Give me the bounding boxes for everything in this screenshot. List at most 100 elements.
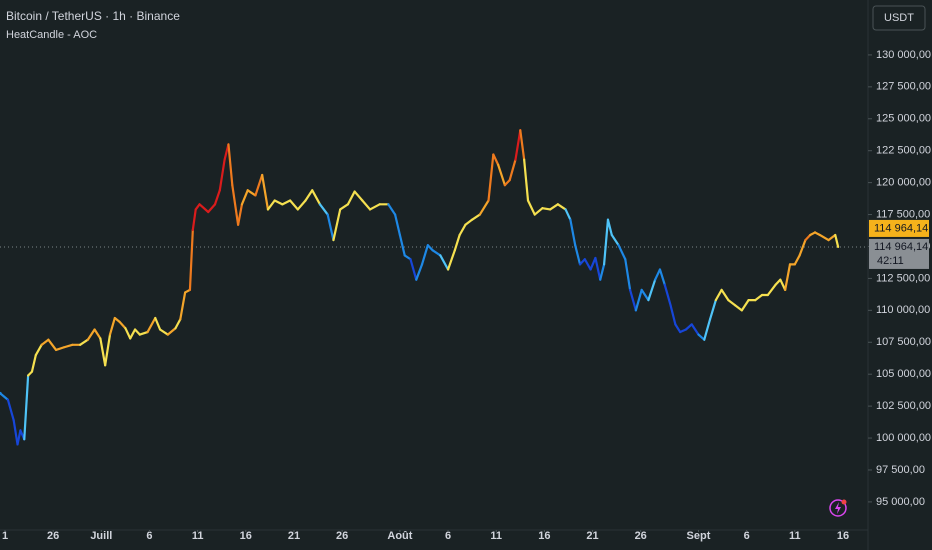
- candle: [602, 218, 610, 266]
- candle: [526, 199, 536, 216]
- candle: [556, 203, 567, 211]
- candle: [129, 328, 137, 340]
- candle: [669, 304, 677, 326]
- candle: [793, 254, 801, 266]
- candle: [207, 203, 217, 214]
- x-tick-label: 16: [538, 530, 550, 542]
- y-tick-label: 107 500,00: [876, 336, 931, 348]
- y-tick-label: 122 500,00: [876, 145, 931, 157]
- indicator-name: HeatCandle - AOC: [6, 29, 97, 41]
- candle: [754, 293, 764, 302]
- candle: [503, 178, 511, 187]
- candle: [834, 233, 840, 249]
- candle: [818, 233, 830, 242]
- candle: [231, 184, 240, 226]
- candle: [594, 256, 602, 281]
- candle: [273, 199, 284, 206]
- candle: [361, 199, 372, 211]
- icon-badge[interactable]: [841, 499, 847, 505]
- last-price-label: 114 964,14: [874, 241, 928, 253]
- candle: [533, 207, 544, 216]
- candle: [191, 208, 197, 231]
- x-tick-label: 21: [288, 530, 300, 542]
- x-tick-label: 16: [240, 530, 252, 542]
- indicator-price-box: [869, 219, 929, 237]
- flash-icon[interactable]: [829, 499, 847, 517]
- x-tick-label: 26: [336, 530, 348, 542]
- candle: [514, 129, 522, 161]
- candle: [415, 263, 424, 281]
- candle: [578, 258, 586, 266]
- candle: [16, 429, 22, 446]
- candle: [261, 173, 270, 211]
- y-tick-label: 95 000,00: [876, 496, 925, 508]
- candle: [458, 223, 467, 237]
- candle: [804, 233, 812, 242]
- candle: [827, 233, 837, 242]
- candle: [589, 256, 597, 271]
- x-tick-label: 1: [2, 530, 8, 542]
- candle: [93, 328, 102, 340]
- last-price-box: [869, 238, 929, 269]
- candle: [158, 328, 169, 336]
- candle: [599, 263, 606, 281]
- candle: [708, 299, 717, 321]
- candle: [393, 213, 402, 237]
- button-label[interactable]: USDT: [884, 12, 914, 24]
- y-tick-label: 100 000,00: [876, 432, 931, 444]
- candle: [697, 333, 706, 341]
- candle: [0, 392, 9, 401]
- candle: [353, 190, 364, 202]
- candle: [431, 249, 442, 257]
- button-frame[interactable]: [872, 5, 926, 31]
- x-tick-label: Août: [387, 530, 412, 542]
- candle: [304, 189, 314, 202]
- candle: [471, 213, 481, 221]
- candle: [487, 153, 495, 202]
- candle: [12, 419, 19, 446]
- candle: [104, 333, 112, 367]
- candle: [146, 316, 157, 334]
- x-tick-label: 6: [146, 530, 152, 542]
- candle: [326, 213, 335, 242]
- candle: [47, 338, 58, 352]
- candle: [740, 299, 750, 312]
- candle: [198, 203, 210, 214]
- candle: [703, 318, 712, 341]
- icon-bolt[interactable]: [835, 502, 841, 514]
- candle: [174, 318, 182, 330]
- x-tick-label: Juill: [90, 530, 112, 542]
- candle: [346, 190, 356, 206]
- candle: [108, 316, 116, 336]
- x-tick-label: 16: [837, 530, 849, 542]
- candle: [610, 233, 620, 247]
- candle: [628, 288, 637, 312]
- candle: [549, 203, 559, 211]
- candle: [166, 327, 177, 336]
- candle: [658, 268, 666, 286]
- candle: [574, 244, 582, 266]
- candle: [398, 233, 406, 257]
- candle: [624, 258, 632, 292]
- x-tick-label: 11: [789, 530, 801, 542]
- y-tick-label: 97 500,00: [876, 464, 925, 476]
- candle: [426, 244, 434, 252]
- x-tick-label: Sept: [687, 530, 711, 542]
- candle: [798, 238, 807, 257]
- candle: [640, 288, 650, 302]
- y-tick-label: 120 000,00: [876, 177, 931, 189]
- candle: [34, 343, 43, 357]
- candle: [289, 199, 299, 211]
- icon-ring[interactable]: [829, 499, 847, 517]
- candle: [318, 203, 329, 216]
- candle: [79, 338, 89, 346]
- candle: [663, 283, 672, 307]
- candle: [478, 199, 490, 216]
- candle: [213, 189, 221, 206]
- x-tick-label: 26: [635, 530, 647, 542]
- currency-button[interactable]: USDT: [872, 5, 926, 31]
- candle: [124, 327, 132, 340]
